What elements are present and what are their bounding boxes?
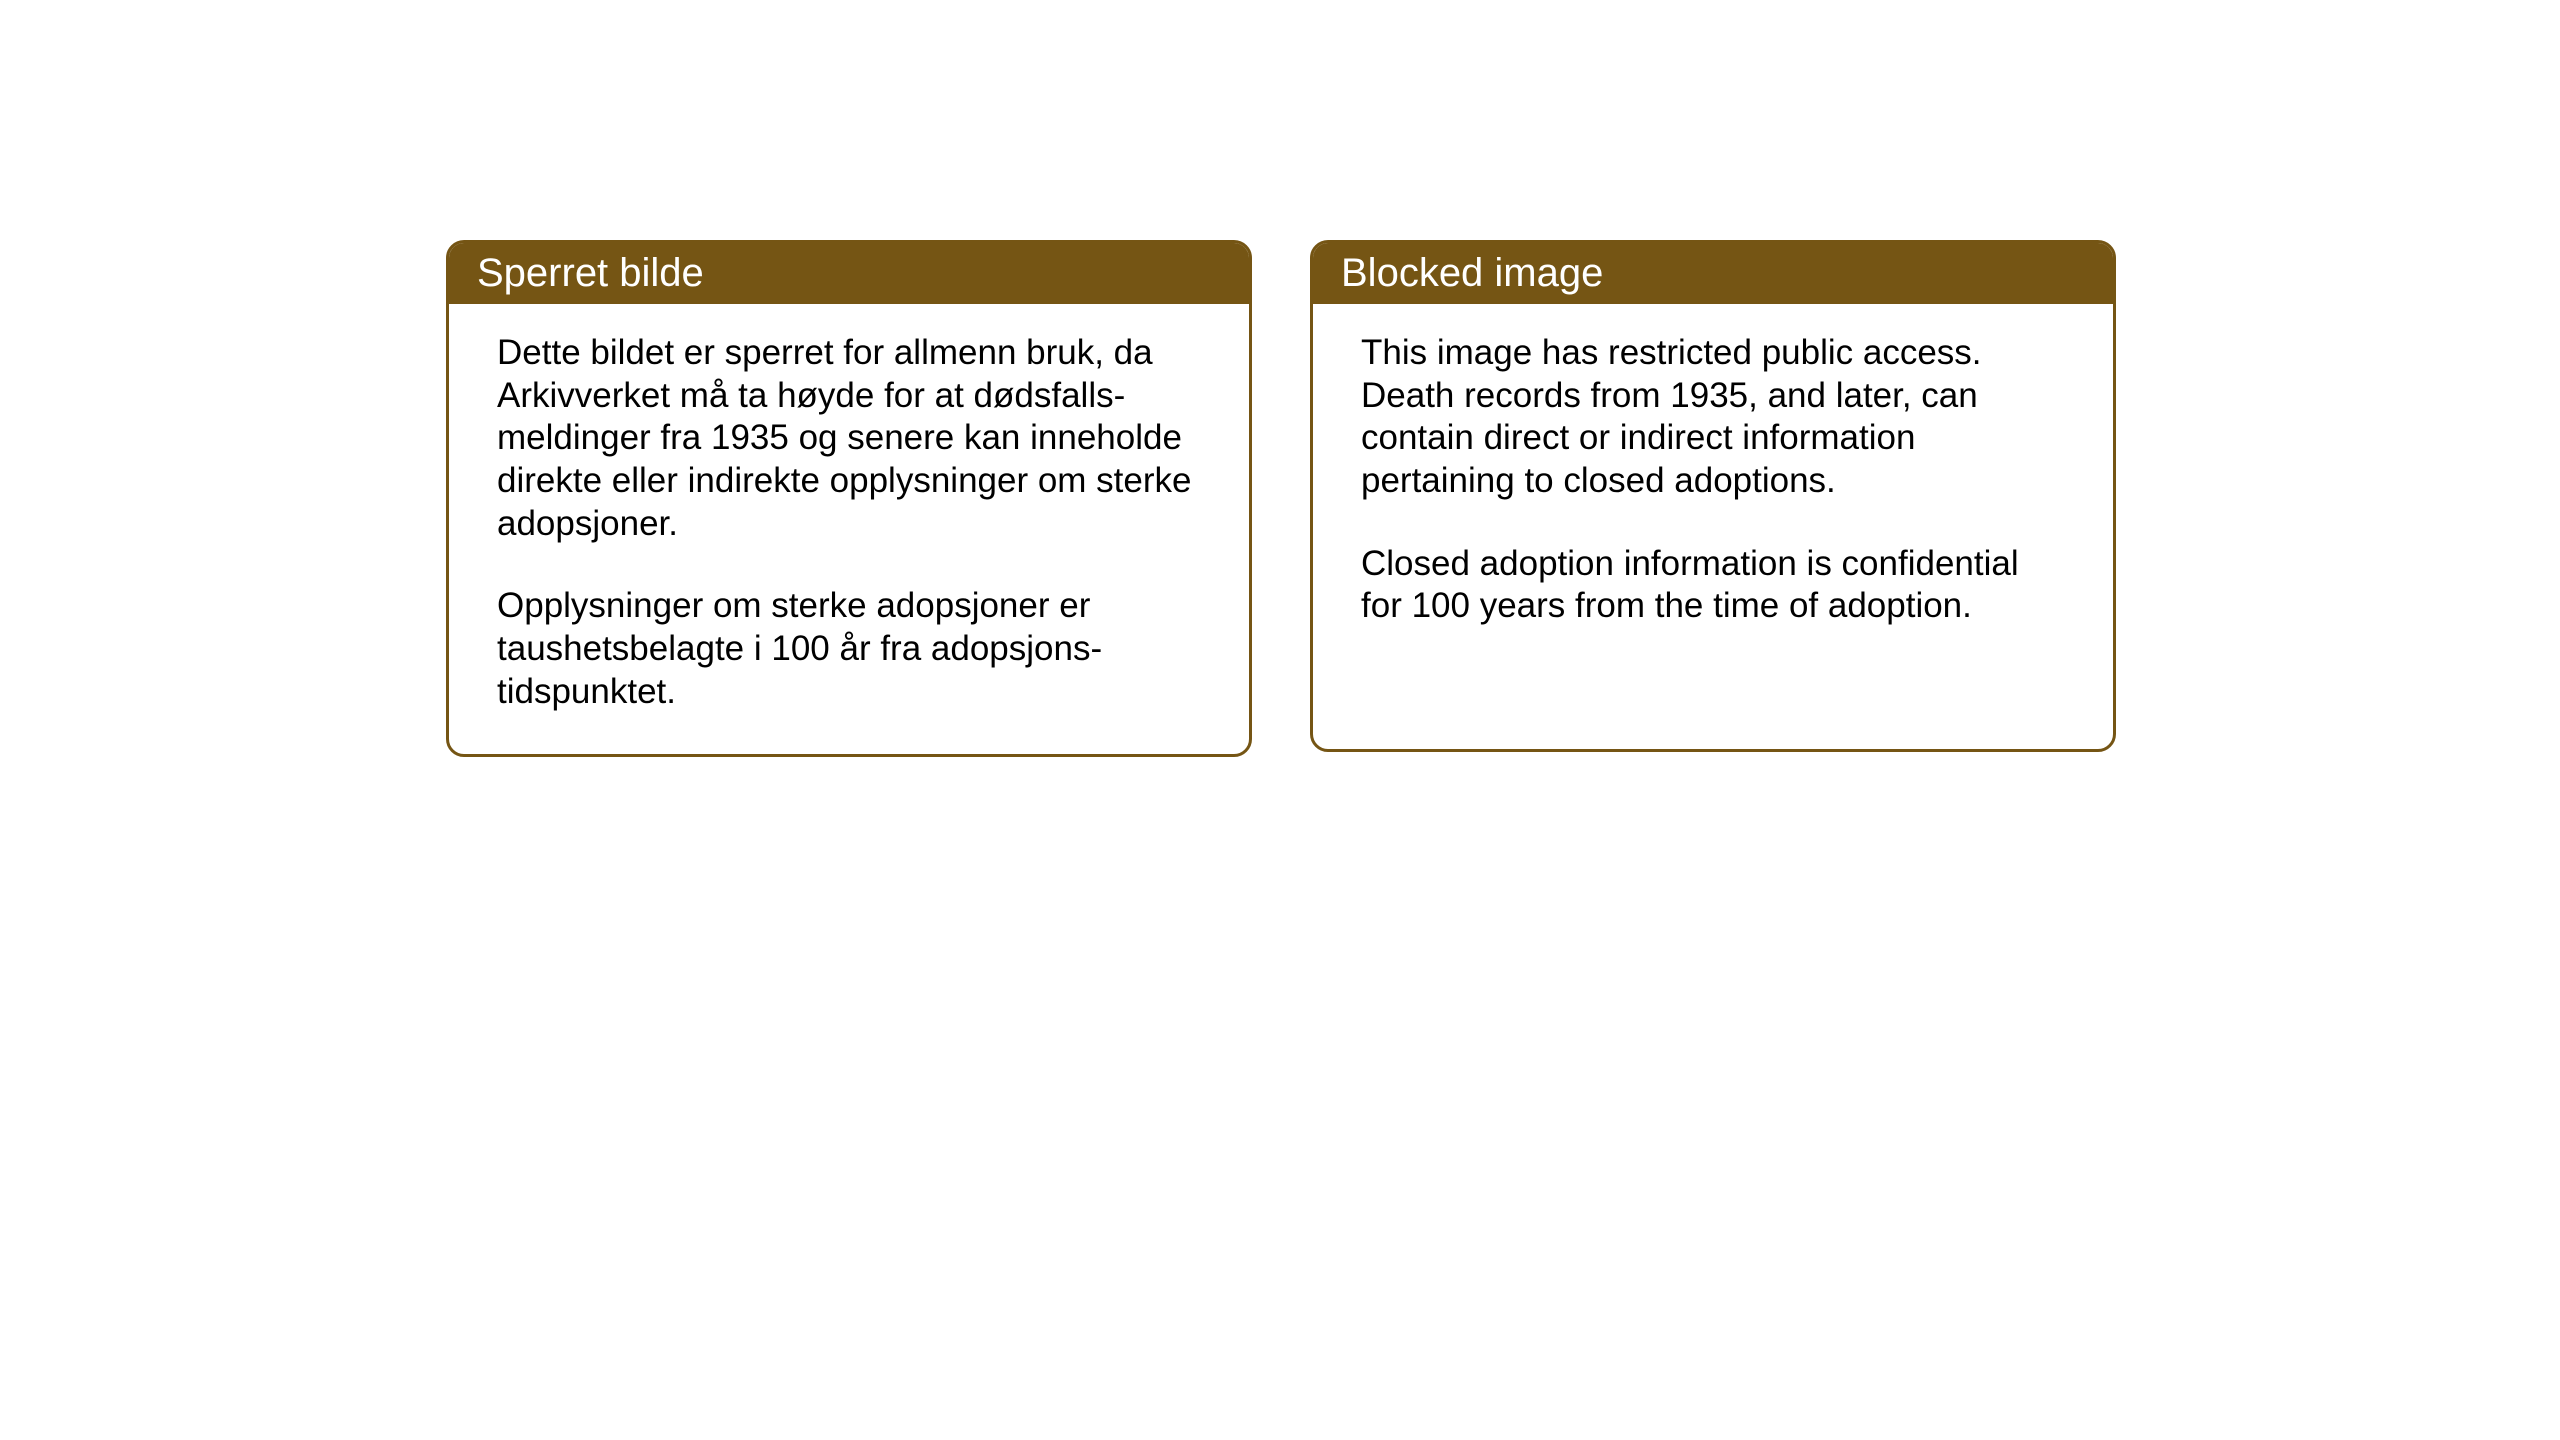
english-message-card: Blocked image This image has restricted …	[1310, 240, 2116, 752]
english-card-title: Blocked image	[1313, 243, 2113, 304]
norwegian-message-card: Sperret bilde Dette bildet er sperret fo…	[446, 240, 1252, 757]
norwegian-card-title: Sperret bilde	[449, 243, 1249, 304]
norwegian-card-body: Dette bildet er sperret for allmenn bruk…	[449, 304, 1249, 754]
message-cards-container: Sperret bilde Dette bildet er sperret fo…	[446, 240, 2116, 757]
norwegian-paragraph-1: Dette bildet er sperret for allmenn bruk…	[497, 332, 1201, 545]
english-paragraph-2: Closed adoption information is confident…	[1361, 543, 2065, 628]
english-card-body: This image has restricted public access.…	[1313, 304, 2113, 668]
english-paragraph-1: This image has restricted public access.…	[1361, 332, 2065, 503]
norwegian-paragraph-2: Opplysninger om sterke adopsjoner er tau…	[497, 585, 1201, 713]
